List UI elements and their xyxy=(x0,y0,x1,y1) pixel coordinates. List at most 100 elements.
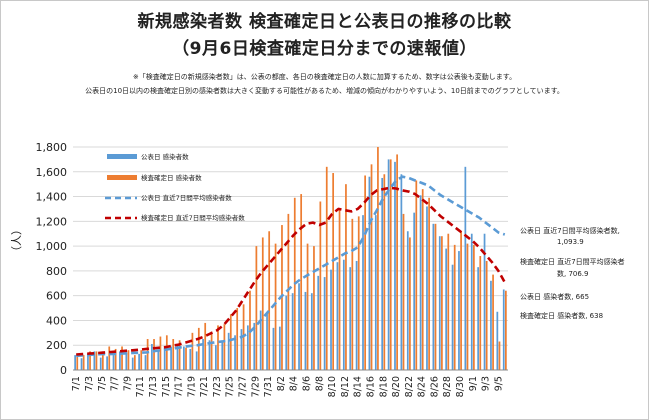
y-tick-label: 1,200 xyxy=(36,215,68,228)
x-tick-label: 8/28 xyxy=(442,376,453,397)
bar-confirmed xyxy=(210,331,213,370)
bar-published xyxy=(298,283,300,370)
bar-confirmed xyxy=(121,346,123,370)
x-tick-label: 7/5 xyxy=(97,376,108,391)
bar-confirmed xyxy=(466,243,469,370)
y-tick-label: 1,000 xyxy=(36,240,68,253)
bar-published xyxy=(502,289,505,370)
x-tick-label: 7/11 xyxy=(135,376,146,397)
x-tick-label: 8/16 xyxy=(365,376,376,397)
bar-confirmed xyxy=(306,243,309,370)
chart-title: 新規感染者数 検査確定日と公表日の推移の比較 xyxy=(137,12,512,32)
y-tick-label: 400 xyxy=(46,314,67,327)
bar-published xyxy=(451,264,454,370)
bar-confirmed xyxy=(402,213,405,370)
bar-published xyxy=(438,236,441,370)
bar-published xyxy=(138,353,140,370)
bar-published xyxy=(112,355,115,370)
bar-confirmed xyxy=(409,237,411,370)
bar-confirmed xyxy=(313,246,315,370)
bar-confirmed xyxy=(140,350,143,370)
bar-confirmed xyxy=(159,336,162,370)
bar-published xyxy=(483,233,486,370)
bar-confirmed xyxy=(172,339,175,370)
bar-published xyxy=(342,259,345,370)
x-tick-label: 7/31 xyxy=(263,376,274,397)
bar-published xyxy=(131,357,134,370)
x-tick-label: 8/24 xyxy=(417,376,428,397)
chart-note-2: 公表日の10日以内の検査確定日別の感染者数は大きく変動する可能性があるため、増減… xyxy=(85,87,564,95)
x-tick-label: 8/14 xyxy=(353,376,364,397)
bar-published xyxy=(125,352,128,370)
bar-confirmed xyxy=(223,324,226,370)
bar-published xyxy=(413,212,416,370)
bar-confirmed xyxy=(357,216,360,370)
bar-published xyxy=(163,347,166,370)
x-tick-label: 8/30 xyxy=(455,376,466,397)
bar-confirmed xyxy=(441,236,443,370)
bar-published xyxy=(490,280,492,370)
x-tick-label: 8/18 xyxy=(378,376,389,397)
bar-published xyxy=(119,351,121,370)
annotation-red-avg-line2: 数, 706.9 xyxy=(557,269,589,278)
bar-published xyxy=(93,351,96,370)
bar-published xyxy=(170,346,172,370)
legend: 公表日 感染者数 検査確定日 感染者数 公表日 直近7日間平均感染者数 検査確定… xyxy=(105,152,245,222)
annotation-orange-bar: 検査確定日 感染者数, 638 xyxy=(520,311,603,320)
x-tick-label: 8/6 xyxy=(301,376,312,391)
bar-confirmed xyxy=(389,159,392,370)
bar-confirmed xyxy=(255,246,258,370)
bar-published xyxy=(151,343,153,370)
x-tick-label: 7/27 xyxy=(238,376,249,397)
bar-published xyxy=(432,223,435,370)
x-tick-label: 7/9 xyxy=(122,376,133,391)
y-tick-label: 1,800 xyxy=(36,141,68,154)
legend-swatch-orange-bar xyxy=(107,175,137,180)
bar-published xyxy=(374,215,377,370)
bar-confirmed xyxy=(108,346,111,370)
bar-confirmed xyxy=(345,184,347,370)
bars xyxy=(74,147,507,370)
y-axis-ticks: 0 200 400 600 800 1,000 1,200 1,400 1,600 1,800 xyxy=(36,141,68,377)
bar-published xyxy=(240,329,243,370)
x-tick-label: 7/3 xyxy=(84,376,95,391)
bar-published xyxy=(106,356,108,370)
bar-published xyxy=(246,325,249,370)
bar-confirmed xyxy=(300,194,303,370)
line-confirmed-avg xyxy=(76,186,506,356)
x-tick-label: 7/23 xyxy=(212,376,223,397)
bar-published xyxy=(227,332,230,370)
bar-published xyxy=(80,358,83,370)
grid-lines xyxy=(73,146,508,346)
y-tick-label: 0 xyxy=(60,364,67,377)
bar-published xyxy=(355,260,358,370)
bar-confirmed xyxy=(287,213,290,370)
bar-confirmed xyxy=(415,180,418,370)
bar-published xyxy=(176,345,179,370)
x-tick-label: 7/17 xyxy=(174,376,185,397)
bar-published xyxy=(266,311,268,370)
bar-published xyxy=(330,269,332,370)
x-tick-label: 7/13 xyxy=(148,376,159,397)
x-tick-label: 8/20 xyxy=(391,376,402,397)
bar-confirmed xyxy=(421,189,424,370)
bar-confirmed xyxy=(479,256,482,370)
bar-confirmed xyxy=(178,340,181,370)
bar-confirmed xyxy=(185,347,187,370)
y-axis-label: （人） xyxy=(10,224,23,257)
bar-confirmed xyxy=(191,332,194,370)
bar-confirmed xyxy=(165,335,168,370)
bar-confirmed xyxy=(261,237,264,370)
legend-label-blue-bar: 公表日 感染者数 xyxy=(141,152,189,161)
x-tick-label: 9/5 xyxy=(493,376,504,391)
bar-confirmed xyxy=(460,231,462,370)
bar-published xyxy=(253,322,256,370)
bar-published xyxy=(234,335,236,370)
bar-confirmed xyxy=(325,166,328,370)
bar-published xyxy=(349,267,352,370)
x-tick-label: 8/26 xyxy=(429,376,440,397)
bar-confirmed xyxy=(377,147,379,370)
y-tick-label: 800 xyxy=(46,265,67,278)
legend-label-blue-line: 公表日 直近7日間平均感染者数 xyxy=(141,193,232,202)
bar-published xyxy=(144,355,147,370)
